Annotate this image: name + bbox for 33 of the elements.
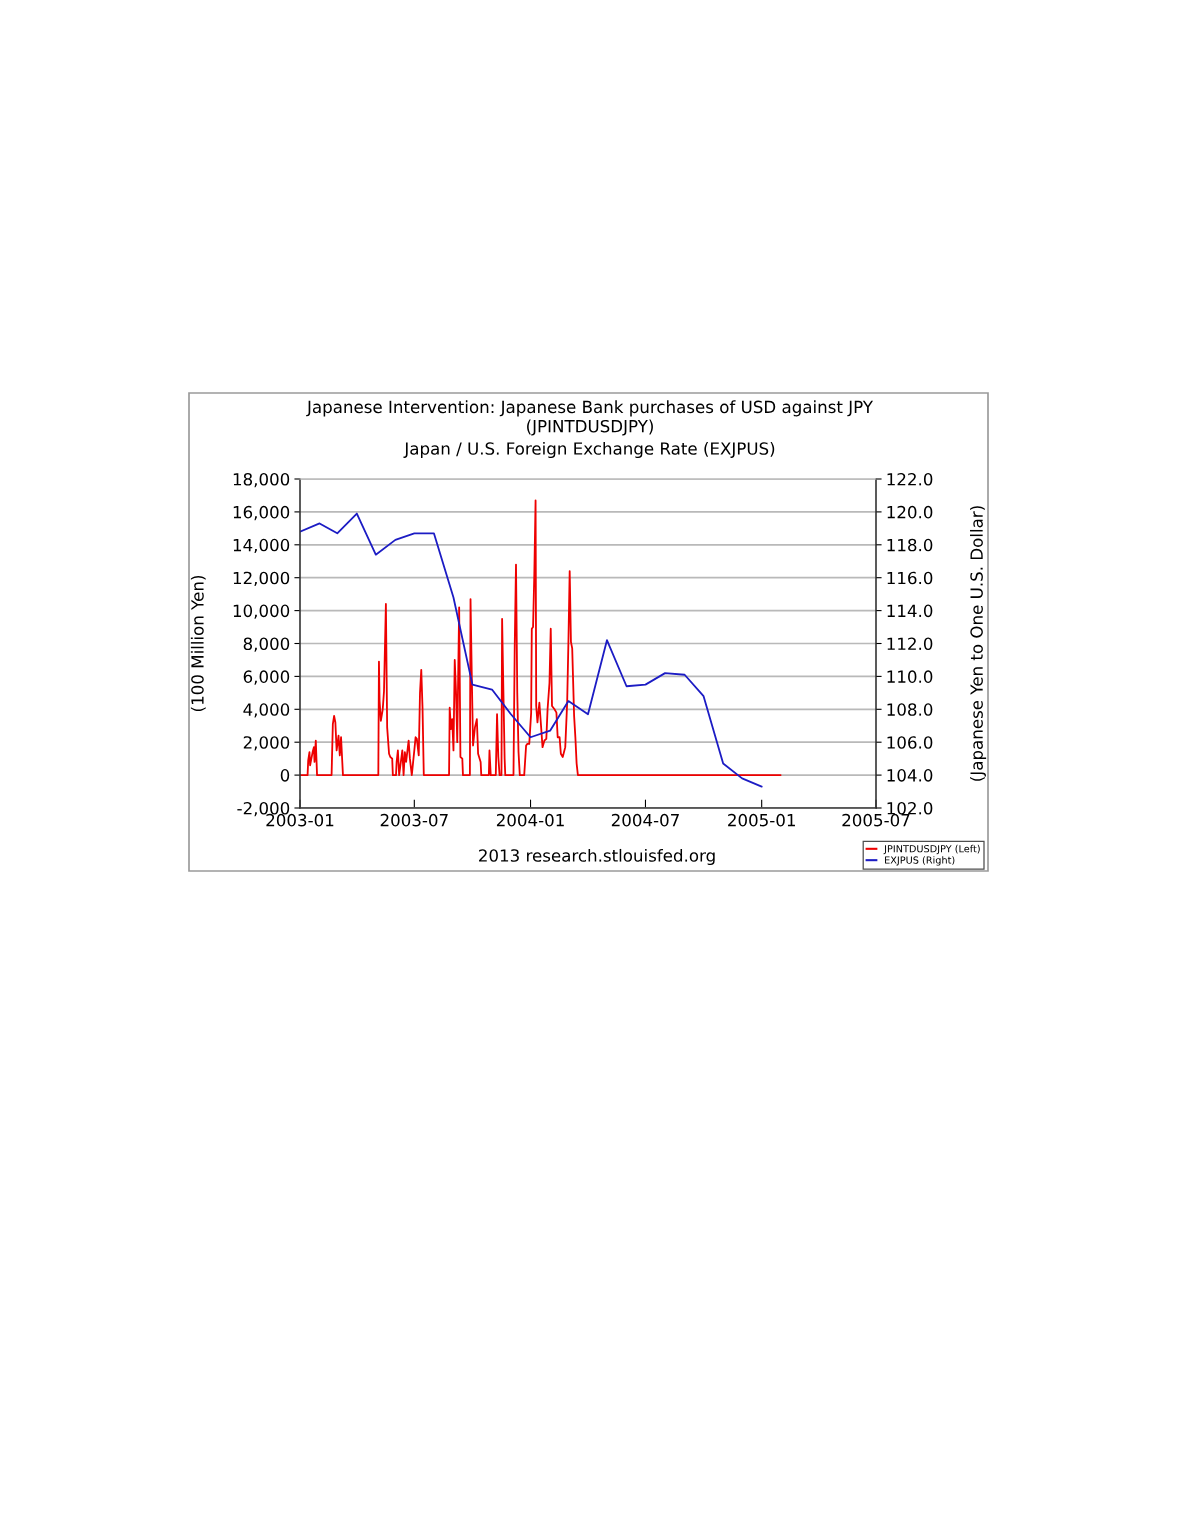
y-tick-label: 0 bbox=[280, 769, 290, 782]
y2-tick-label: 116.0 bbox=[887, 571, 933, 585]
y2-tick-label: 114.0 bbox=[887, 604, 933, 618]
x-tick-label: 2005-01 bbox=[728, 813, 795, 827]
x-tick-label: 2004-01 bbox=[496, 813, 564, 827]
y2-tick-label: 118.0 bbox=[887, 538, 933, 552]
y-tick-label: 16,000 bbox=[233, 505, 290, 521]
y-tick-label: 8,000 bbox=[243, 637, 290, 652]
text: 2013 research.stlouisfed.org bbox=[479, 848, 715, 866]
y-tick-label: 18,000 bbox=[233, 472, 290, 488]
y2-tick-label: 108.0 bbox=[887, 703, 933, 716]
chart-title: Japanese Intervention: Japanese Bank purchases of USD against JPY (JPINTDUSDJPY) bbox=[306, 400, 874, 436]
y-tick-label: 14,000 bbox=[233, 538, 290, 554]
y-tick-label: 10,000 bbox=[233, 604, 290, 619]
x-tick-label: 2004-07 bbox=[611, 813, 679, 827]
x-tick-label: 2005-07 bbox=[842, 813, 910, 827]
y2-tick-label: 102.0 bbox=[887, 801, 933, 815]
y-tick-label: 4,000 bbox=[243, 703, 290, 718]
chart-subtitle: Japan / U.S. Foreign Exchange Rate (EXJPUS) bbox=[403, 441, 775, 459]
y-tick-label: 2,000 bbox=[243, 736, 290, 751]
y-axis-title: (100 Million Yen) bbox=[190, 576, 206, 711]
x-tick-label: 2003-07 bbox=[380, 813, 448, 827]
y2-tick-label: 106.0 bbox=[887, 736, 933, 749]
y2-tick-label: 112.0 bbox=[887, 637, 933, 651]
y-tick-label: 12,000 bbox=[233, 571, 290, 586]
y2-tick-label: 104.0 bbox=[887, 769, 933, 782]
y-tick-label: 6,000 bbox=[243, 670, 290, 685]
y2-tick-label: 120.0 bbox=[887, 505, 933, 519]
y2-axis-title: (Japanese Yen to One U.S. Dollar) bbox=[970, 506, 987, 781]
legend-label: EXJPUS (Right) bbox=[885, 856, 955, 866]
y2-tick-label: 110.0 bbox=[887, 670, 933, 683]
legend-label: JPINTDUSDJPY (Left) bbox=[883, 844, 980, 855]
y2-tick-label: 122.0 bbox=[887, 472, 933, 486]
